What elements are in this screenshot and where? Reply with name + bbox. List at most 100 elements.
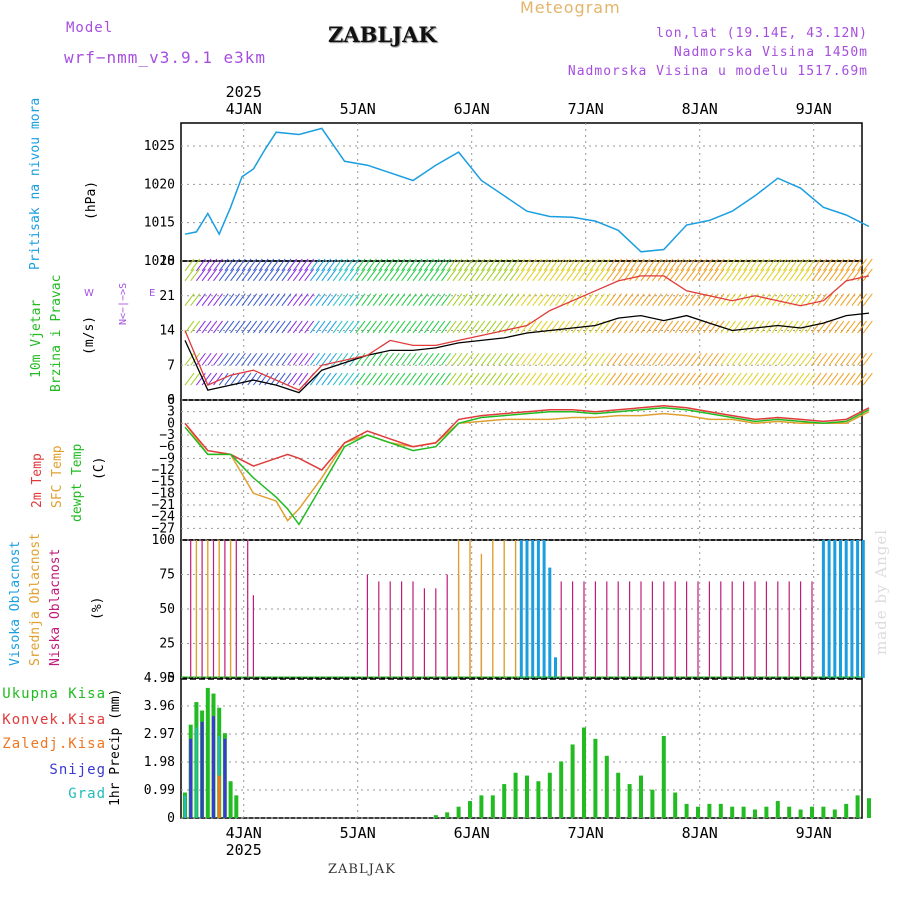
wind-barb: [646, 258, 657, 272]
wind-barb: [349, 320, 360, 334]
wind-barb: [640, 320, 651, 334]
wind-barb: [349, 372, 360, 386]
wind-barb: [435, 320, 446, 334]
wind-barb: [258, 320, 269, 334]
wind-barb: [241, 372, 252, 386]
wind-barb: [737, 268, 748, 282]
wind-barb: [338, 258, 349, 272]
wind-barb: [401, 293, 412, 306]
wind-barb: [446, 258, 457, 272]
precip-total-bar: [764, 806, 769, 818]
wind-barb: [549, 372, 560, 386]
ytick-label-2-10: −24: [152, 510, 176, 525]
wind-barb: [697, 258, 708, 272]
wind-barb: [566, 320, 577, 334]
wind-barb: [366, 268, 377, 282]
wind-barb: [834, 258, 845, 272]
wind-barb: [794, 320, 805, 334]
wind-barb: [737, 352, 748, 366]
wind-barb: [543, 352, 554, 366]
wind-barb: [327, 320, 337, 334]
precip-total-bar: [707, 803, 712, 818]
wind-barb: [640, 352, 651, 366]
wind-barb: [218, 352, 229, 366]
wind-barb: [555, 268, 565, 282]
precip-total-bar: [741, 806, 746, 818]
wind-barb: [555, 293, 565, 306]
wind-barb: [418, 268, 429, 282]
precip-total-bar: [570, 744, 575, 818]
wind-barb: [315, 268, 326, 282]
wind-barb: [811, 320, 822, 334]
wind-barb: [338, 372, 349, 386]
wind-barb: [634, 320, 645, 334]
wind-barb: [663, 268, 674, 282]
wind-barb: [332, 320, 343, 334]
wind-barb: [463, 258, 474, 272]
wind-barb: [503, 258, 514, 272]
wind-barb: [669, 352, 679, 366]
wind-barb: [315, 372, 326, 386]
wind-barb: [805, 320, 816, 334]
wind-barb: [520, 258, 531, 272]
ytick-label-3-0: 100: [152, 533, 175, 548]
wind-barb: [743, 293, 753, 306]
wind-barb: [862, 320, 873, 334]
wind-barb: [435, 372, 446, 386]
wind-barb: [754, 268, 765, 282]
wind-barb: [840, 352, 850, 366]
wind-barb: [560, 352, 571, 366]
wind-barb: [224, 293, 235, 306]
wind-barb: [720, 352, 731, 366]
wind-barb: [252, 258, 263, 272]
wind-barb: [805, 258, 816, 272]
wind-barb: [862, 293, 873, 306]
wind-barb: [338, 293, 349, 306]
wind-barb: [315, 293, 326, 306]
legend-frz: Zaledj.Kisa: [2, 736, 106, 752]
wind-barb: [823, 352, 833, 366]
pressure-line: [184, 127, 870, 253]
wind-barb: [218, 268, 229, 282]
wind-barb: [817, 268, 828, 282]
wind-barb: [321, 293, 332, 306]
wind-barb: [612, 268, 622, 282]
wind-barb: [270, 352, 280, 366]
wind-barb: [617, 320, 628, 334]
wind-barb: [475, 293, 486, 306]
wind-barb: [520, 268, 531, 282]
wind-barb: [823, 372, 833, 386]
wind-barb: [509, 372, 520, 386]
wind-barb: [697, 352, 708, 366]
wind-barb: [412, 320, 423, 334]
wind-barb: [600, 352, 611, 366]
xtick-bottom-3: 7JAN: [568, 824, 604, 842]
wind-barb: [315, 320, 326, 334]
wind-barb: [686, 258, 696, 272]
wind-barb: [595, 372, 605, 386]
wind-barb: [469, 372, 480, 386]
wind-barb: [532, 320, 543, 334]
precip-total-bar: [433, 815, 438, 818]
wind-barb: [486, 352, 497, 366]
wind-barb: [680, 320, 691, 334]
wind-barb: [760, 293, 771, 306]
wind-barb: [247, 268, 258, 282]
ytick-label-0-0: 1025: [144, 139, 175, 154]
wind-barb: [389, 293, 400, 306]
year-bottom: 2025: [226, 841, 262, 859]
wind-barb: [760, 352, 771, 366]
wind-barb: [840, 372, 850, 386]
wind-barb: [617, 372, 628, 386]
wind-barb: [446, 268, 457, 282]
wind-barb: [429, 293, 440, 306]
wind-barb: [213, 352, 223, 366]
wind-barb: [543, 268, 554, 282]
wind-barb: [714, 268, 725, 282]
wind-barb: [583, 320, 594, 334]
wind-barb: [663, 372, 674, 386]
wind-barb: [617, 293, 628, 306]
wind-barb: [486, 320, 497, 334]
wind-barb: [549, 268, 560, 282]
wind-barb: [298, 372, 309, 386]
